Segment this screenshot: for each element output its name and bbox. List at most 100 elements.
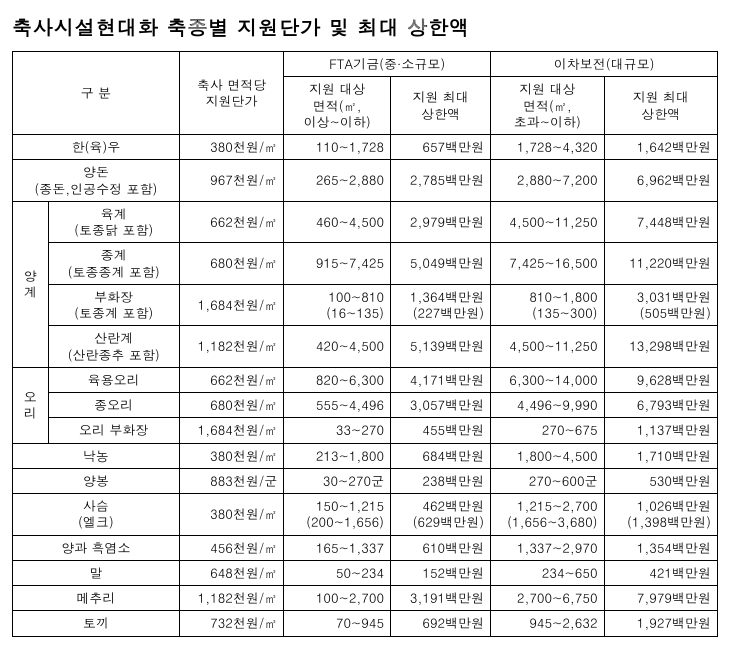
row-label: 오리 부화장 — [48, 418, 179, 443]
table-row: 양계 육계(토종닭 포함) 662천원/㎡ 460~4,500 2,979백만원… — [13, 201, 718, 243]
cell-ia: 1,337~2,970 — [491, 535, 604, 560]
row-label: 말 — [13, 560, 180, 585]
cell-ia: 4,500~11,250 — [491, 326, 604, 368]
cell-im: 7,448백만원 — [604, 201, 717, 243]
cell-ia: 7,425~16,500 — [491, 243, 604, 285]
row-label: 토끼 — [13, 611, 180, 636]
cell-im: 7,979백만원 — [604, 586, 717, 611]
cell-im: 6,962백만원 — [604, 160, 717, 202]
table-row: 종계(토종종계 포함) 680천원/㎡ 915~7,425 5,049백만원 7… — [13, 243, 718, 285]
col-gubun: 구 분 — [13, 52, 180, 135]
cell-up: 1,684천원/㎡ — [179, 284, 284, 326]
row-label: 부화장(토종계 포함) — [48, 284, 179, 326]
table-row: 메추리 1,182천원/㎡ 100~2,700 3,191백만원 2,700~6… — [13, 586, 718, 611]
cell-fm: 1,364백만원(227백만원) — [391, 284, 491, 326]
cell-fm: 684백만원 — [391, 443, 491, 468]
table-row: 종오리 680천원/㎡ 555~4,496 3,057백만원 4,496~9,9… — [13, 393, 718, 418]
row-label: 한(육)우 — [13, 135, 180, 160]
cell-fa: 165~1,337 — [284, 535, 391, 560]
cell-fm: 455백만원 — [391, 418, 491, 443]
cell-fa: 33~270 — [284, 418, 391, 443]
cell-im: 1,026백만원(1,398백만원) — [604, 494, 717, 536]
cell-im: 1,354백만원 — [604, 535, 717, 560]
cell-up: 662천원/㎡ — [179, 201, 284, 243]
table-row: 양봉 883천원/군 30~270군 238백만원 270~600군 530백만… — [13, 468, 718, 493]
col-icha-area: 지원 대상면적(㎡,초과~이하) — [491, 77, 604, 135]
cell-fa: 150~1,215(200~1,656) — [284, 494, 391, 536]
cell-im: 11,220백만원 — [604, 243, 717, 285]
table-row: 낙농 380천원/㎡ 213~1,800 684백만원 1,800~4,500 … — [13, 443, 718, 468]
cell-im: 13,298백만원 — [604, 326, 717, 368]
col-icha-group: 이차보전(대규모) — [491, 52, 718, 77]
cell-fm: 462백만원(629백만원) — [391, 494, 491, 536]
cell-fm: 3,191백만원 — [391, 586, 491, 611]
cell-fm: 657백만원 — [391, 135, 491, 160]
cell-fa: 213~1,800 — [284, 443, 391, 468]
cell-fa: 50~234 — [284, 560, 391, 585]
cell-up: 680천원/㎡ — [179, 393, 284, 418]
cell-ia: 810~1,800(135~300) — [491, 284, 604, 326]
table-row: 한(육)우 380천원/㎡ 110~1,728 657백만원 1,728~4,3… — [13, 135, 718, 160]
row-label: 양돈(종돈,인공수정 포함) — [13, 160, 180, 202]
row-label: 종오리 — [48, 393, 179, 418]
row-label: 메추리 — [13, 586, 180, 611]
cell-fa: 915~7,425 — [284, 243, 391, 285]
cell-fa: 820~6,300 — [284, 367, 391, 392]
cell-ia: 270~600군 — [491, 468, 604, 493]
cell-im: 1,642백만원 — [604, 135, 717, 160]
col-fta-area: 지원 대상면적(㎡,이상~이하) — [284, 77, 391, 135]
cell-im: 6,793백만원 — [604, 393, 717, 418]
table-row: 양돈(종돈,인공수정 포함) 967천원/㎡ 265~2,880 2,785백만… — [13, 160, 718, 202]
cell-ia: 234~650 — [491, 560, 604, 585]
table-row: 사슴(엘크) 380천원/㎡ 150~1,215(200~1,656) 462백… — [13, 494, 718, 536]
row-label: 육계(토종닭 포함) — [48, 201, 179, 243]
cell-im: 1,710백만원 — [604, 443, 717, 468]
cell-fm: 3,057백만원 — [391, 393, 491, 418]
cell-im: 9,628백만원 — [604, 367, 717, 392]
cell-im: 421백만원 — [604, 560, 717, 585]
cell-up: 648천원/㎡ — [179, 560, 284, 585]
page-title: 축사시설현대화 축종별 지원단가 및 최대 상한액 — [12, 12, 718, 41]
cell-ia: 1,800~4,500 — [491, 443, 604, 468]
cell-ia: 2,700~6,750 — [491, 586, 604, 611]
table-row: 부화장(토종계 포함) 1,684천원/㎡ 100~810(16~135) 1,… — [13, 284, 718, 326]
cell-im: 1,927백만원 — [604, 611, 717, 636]
cell-fa: 100~2,700 — [284, 586, 391, 611]
cell-fa: 30~270군 — [284, 468, 391, 493]
row-label: 양과 흑염소 — [13, 535, 180, 560]
cell-up: 1,182천원/㎡ — [179, 326, 284, 368]
support-table: 구 분 축사 면적당지원단가 FTA기금(중·소규모) 이차보전(대규모) 지원… — [12, 51, 718, 637]
cell-up: 456천원/㎡ — [179, 535, 284, 560]
col-icha-max: 지원 최대상한액 — [604, 77, 717, 135]
table-row: 오리 육용오리 662천원/㎡ 820~6,300 4,171백만원 6,300… — [13, 367, 718, 392]
group-yanggye: 양계 — [13, 201, 49, 367]
cell-fa: 110~1,728 — [284, 135, 391, 160]
cell-ia: 2,880~7,200 — [491, 160, 604, 202]
row-label: 양봉 — [13, 468, 180, 493]
cell-fm: 5,139백만원 — [391, 326, 491, 368]
cell-fm: 5,049백만원 — [391, 243, 491, 285]
row-label: 낙농 — [13, 443, 180, 468]
cell-im: 3,031백만원(505백만원) — [604, 284, 717, 326]
cell-up: 680천원/㎡ — [179, 243, 284, 285]
group-ori: 오리 — [13, 367, 49, 443]
cell-fm: 2,785백만원 — [391, 160, 491, 202]
cell-ia: 1,215~2,700(1,656~3,680) — [491, 494, 604, 536]
cell-im: 1,137백만원 — [604, 418, 717, 443]
cell-fm: 152백만원 — [391, 560, 491, 585]
row-label: 산란계(산란종추 포함) — [48, 326, 179, 368]
cell-up: 380천원/㎡ — [179, 135, 284, 160]
row-label: 사슴(엘크) — [13, 494, 180, 536]
cell-ia: 4,500~11,250 — [491, 201, 604, 243]
cell-ia: 270~675 — [491, 418, 604, 443]
cell-up: 883천원/군 — [179, 468, 284, 493]
cell-fa: 70~945 — [284, 611, 391, 636]
cell-fm: 2,979백만원 — [391, 201, 491, 243]
cell-fm: 4,171백만원 — [391, 367, 491, 392]
cell-fa: 460~4,500 — [284, 201, 391, 243]
table-row: 말 648천원/㎡ 50~234 152백만원 234~650 421백만원 — [13, 560, 718, 585]
cell-fm: 692백만원 — [391, 611, 491, 636]
cell-up: 1,684천원/㎡ — [179, 418, 284, 443]
table-row: 산란계(산란종추 포함) 1,182천원/㎡ 420~4,500 5,139백만… — [13, 326, 718, 368]
cell-up: 732천원/㎡ — [179, 611, 284, 636]
